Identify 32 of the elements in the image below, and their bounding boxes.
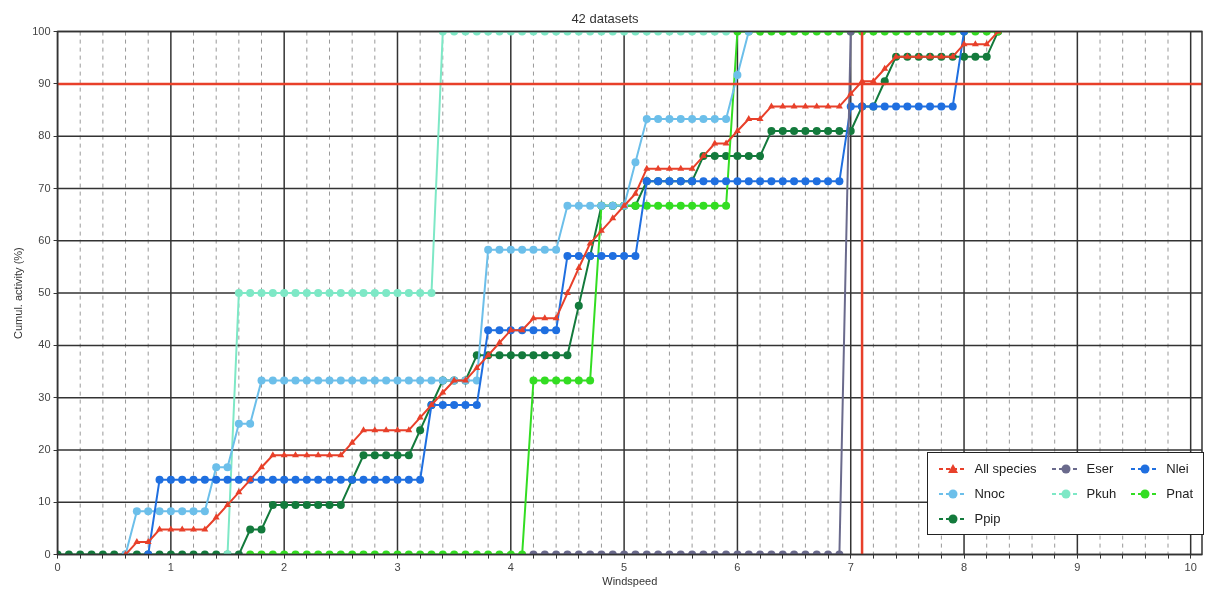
- x-tick-label: 5: [621, 561, 628, 574]
- legend-label: Nlei: [1166, 461, 1189, 476]
- x-tick-label: 9: [1074, 561, 1081, 574]
- legend-label: Eser: [1086, 461, 1114, 476]
- y-tick-label: 20: [38, 443, 51, 456]
- y-tick-label: 30: [38, 390, 51, 403]
- legend-label: Ppip: [974, 511, 1001, 526]
- y-tick-label: 50: [38, 286, 51, 299]
- y-tick-label: 0: [44, 547, 51, 560]
- legend-label: Pnat: [1166, 486, 1193, 501]
- x-axis-title: Windspeed: [602, 575, 658, 588]
- y-tick-label: 100: [32, 24, 51, 37]
- y-tick-label: 60: [38, 233, 51, 246]
- x-tick-label: 8: [960, 561, 968, 574]
- legend-label: Nnoc: [974, 486, 1005, 501]
- x-tick-label: 10: [1184, 561, 1197, 574]
- y-axis-title: Cumul. activity (%): [11, 247, 24, 339]
- x-tick-label: 1: [167, 561, 174, 574]
- x-tick-label: 4: [507, 561, 514, 574]
- x-tick-label: 3: [394, 561, 401, 574]
- x-tick-label: 2: [281, 561, 288, 574]
- x-tick-label: 6: [734, 561, 741, 574]
- legend-label: All species: [974, 461, 1037, 476]
- x-tick-label: 0: [54, 561, 61, 574]
- y-tick-label: 80: [38, 129, 51, 142]
- chart-title: 42 datasets: [571, 11, 640, 27]
- y-tick-label: 10: [38, 495, 51, 508]
- y-tick-label: 70: [38, 181, 51, 194]
- y-tick-label: 40: [38, 338, 51, 351]
- y-tick-label: 90: [38, 76, 51, 89]
- legend-label: Pkuh: [1086, 486, 1117, 501]
- x-tick-label: 7: [847, 561, 854, 574]
